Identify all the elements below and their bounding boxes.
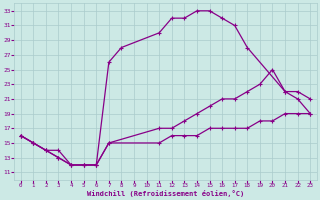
X-axis label: Windchill (Refroidissement éolien,°C): Windchill (Refroidissement éolien,°C) — [87, 190, 244, 197]
